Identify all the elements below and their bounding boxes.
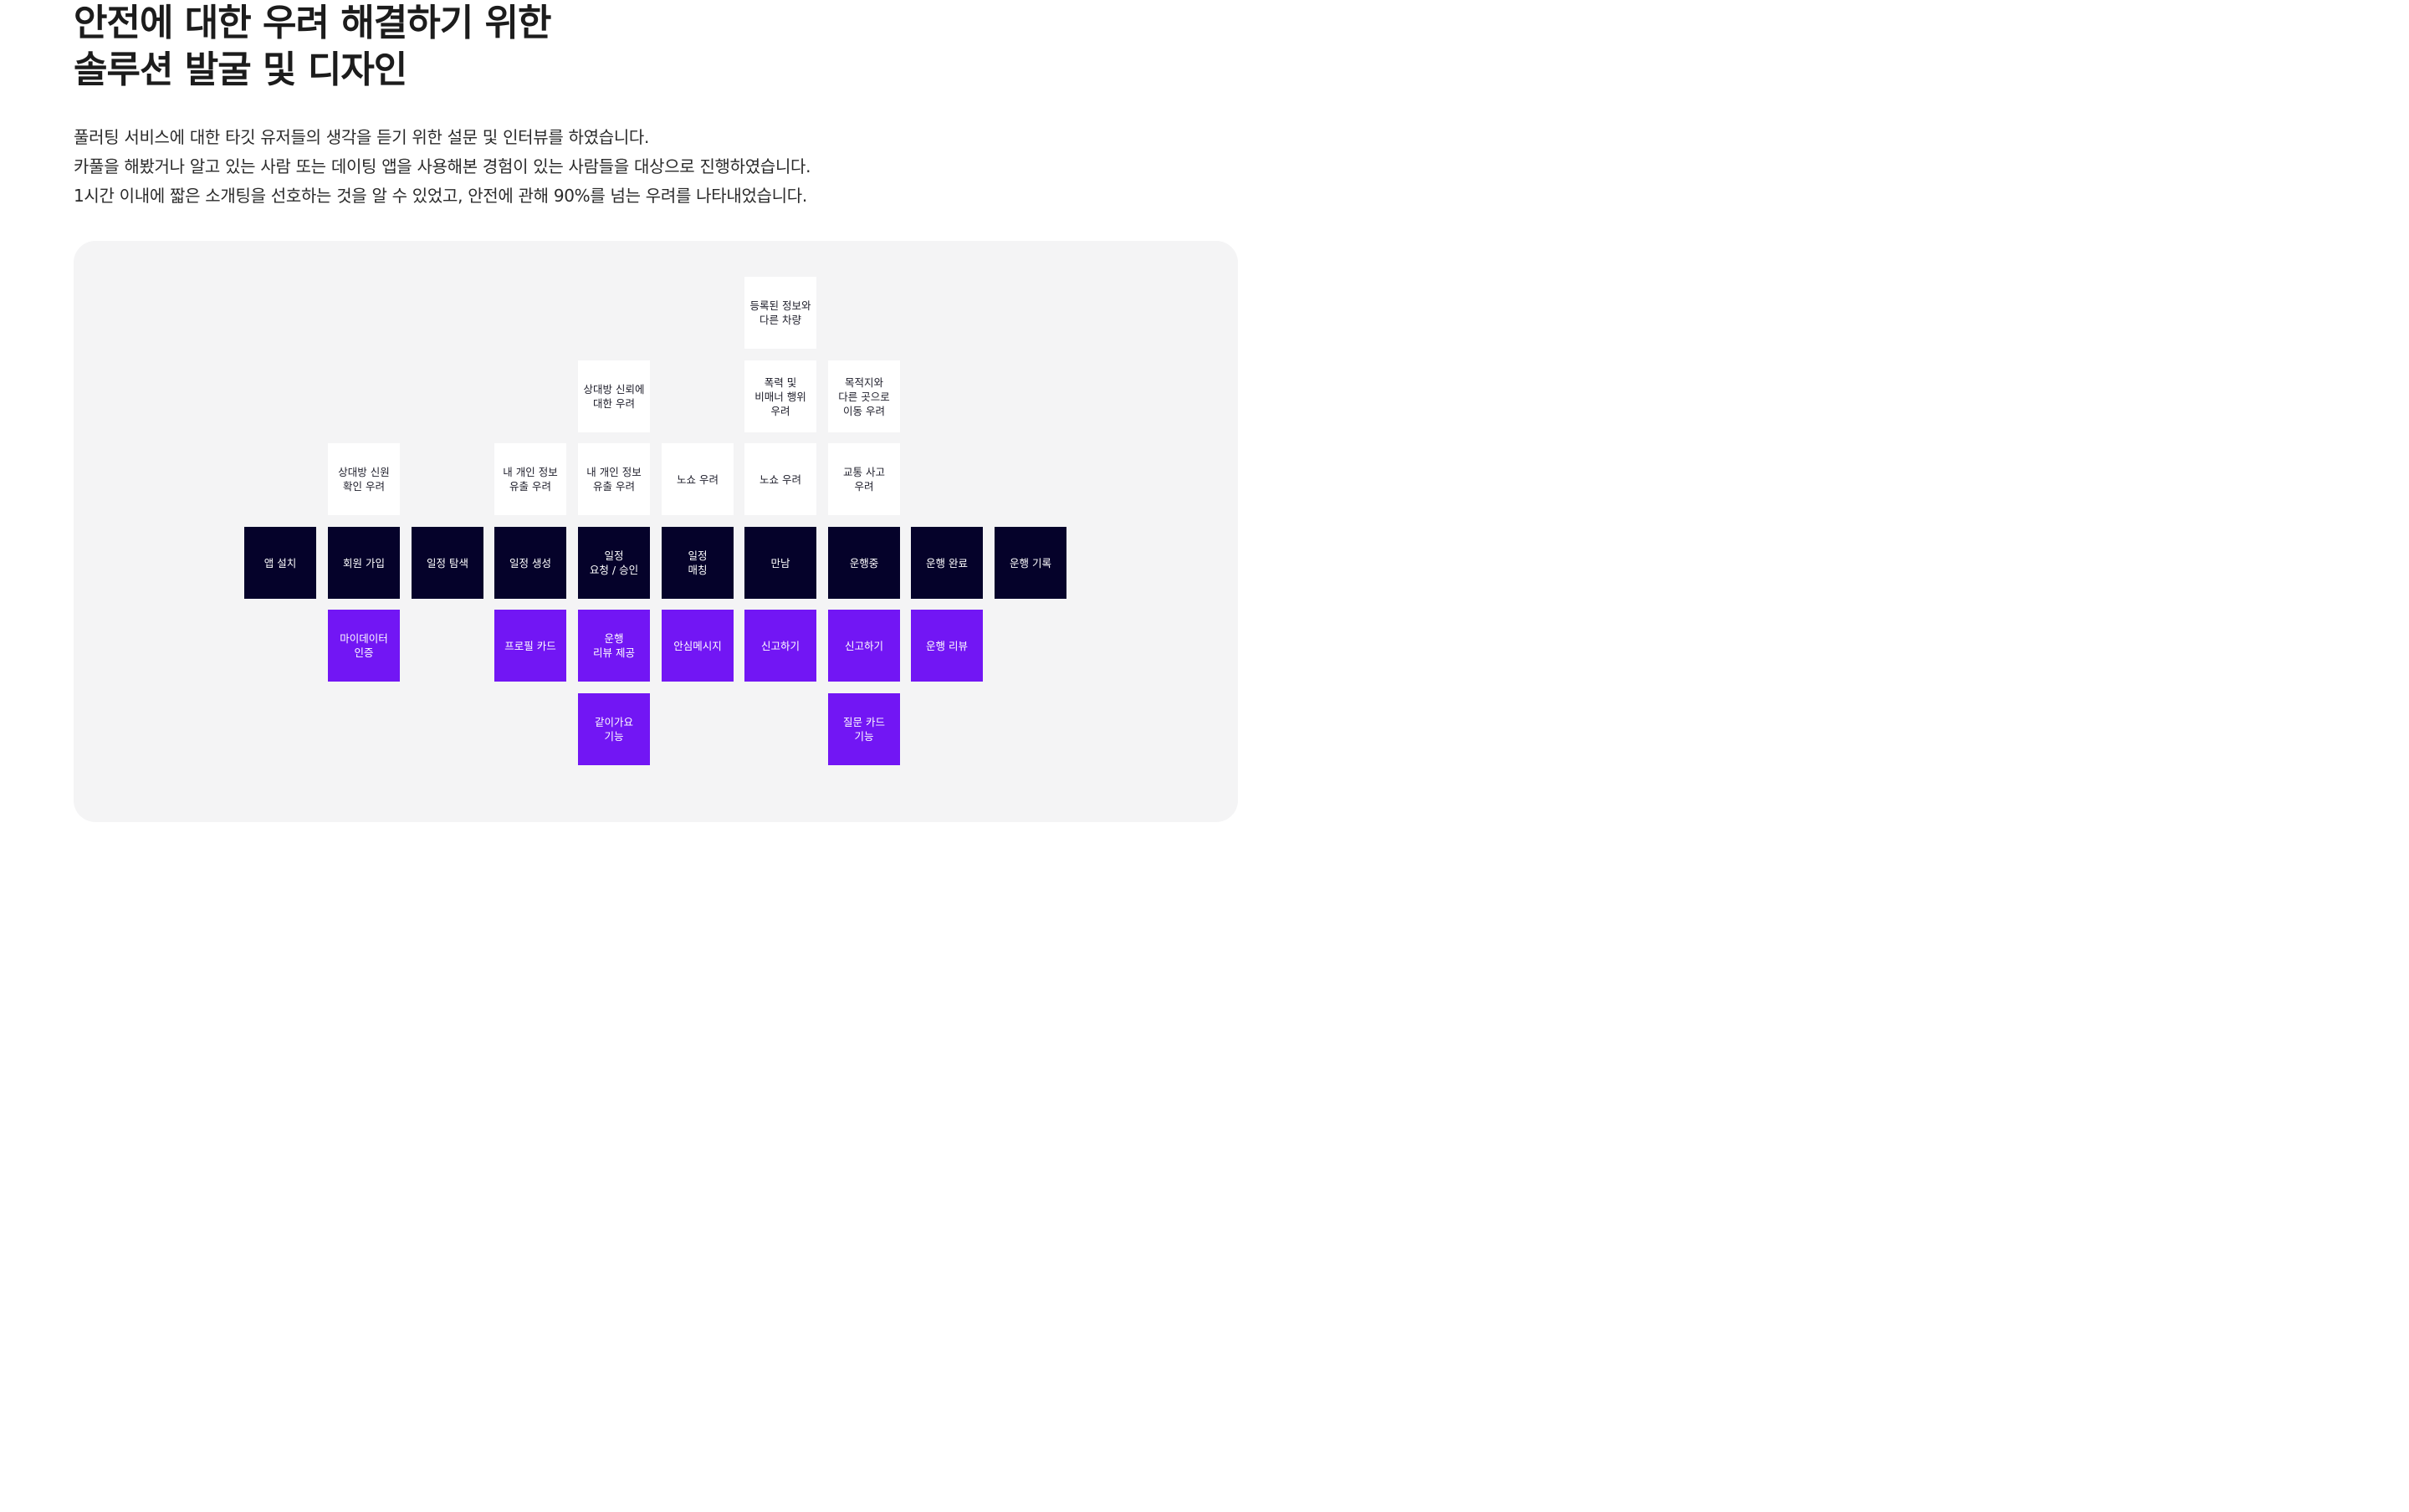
description-line-2: 카풀을 해봤거나 알고 있는 사람 또는 데이팅 앱을 사용해본 경험이 있는 … [74,156,811,176]
step-card-meeting: 만남 [744,527,816,599]
step-card-request-approve: 일정 요청 / 승인 [578,527,650,599]
solution-card-drive-review-2: 운행 리뷰 [911,610,983,682]
concern-card-identity-check: 상대방 신원 확인 우려 [328,443,400,515]
description-line-3: 1시간 이내에 짧은 소개팅을 선호하는 것을 알 수 있었고, 안전에 관해 … [74,186,807,206]
concern-card-no-show: 노쇼 우려 [662,443,734,515]
concern-card-different-vehicle: 등록된 정보와 다른 차량 [744,277,816,349]
step-card-drive-record: 운행 기록 [995,527,1066,599]
solution-card-mydata-auth: 마이데이터 인증 [328,610,400,682]
concern-card-wrong-destination: 목적지와 다른 곳으로 이동 우려 [828,360,900,432]
concern-card-violence: 폭력 및 비매너 행위 우려 [744,360,816,432]
step-card-drive-complete: 운행 완료 [911,527,983,599]
solution-card-question-card: 질문 카드 기능 [828,693,900,765]
description: 풀러팅 서비스에 대한 타깃 유저들의 생각을 듣기 위한 설문 및 인터뷰를 … [74,123,811,211]
concern-card-traffic-accident: 교통 사고 우려 [828,443,900,515]
concern-card-no-show-2: 노쇼 우려 [744,443,816,515]
title-line-2: 솔루션 발굴 및 디자인 [74,49,407,91]
solution-card-drive-review: 운행 리뷰 제공 [578,610,650,682]
step-card-schedule-match: 일정 매칭 [662,527,734,599]
solution-card-report-2: 신고하기 [828,610,900,682]
journey-map-panel: 등록된 정보와 다른 차량 상대방 신뢰에 대한 우려 폭력 및 비매너 행위 … [74,241,1238,822]
solution-card-go-together: 같이가요 기능 [578,693,650,765]
solution-card-profile-card: 프로필 카드 [494,610,566,682]
concern-card-partner-trust: 상대방 신뢰에 대한 우려 [578,360,650,432]
page-title: 안전에 대한 우려 해결하기 위한 솔루션 발굴 및 디자인 [74,0,552,94]
title-line-1: 안전에 대한 우려 해결하기 위한 [74,2,552,44]
step-card-app-install: 앱 설치 [244,527,316,599]
concern-card-privacy-leak: 내 개인 정보 유출 우려 [494,443,566,515]
step-card-schedule-create: 일정 생성 [494,527,566,599]
solution-card-report: 신고하기 [744,610,816,682]
concern-card-privacy-leak-2: 내 개인 정보 유출 우려 [578,443,650,515]
step-card-schedule-browse: 일정 탐색 [412,527,483,599]
description-line-1: 풀러팅 서비스에 대한 타깃 유저들의 생각을 듣기 위한 설문 및 인터뷰를 … [74,127,650,147]
solution-card-safe-message: 안심메시지 [662,610,734,682]
step-card-driving: 운행중 [828,527,900,599]
step-card-sign-up: 회원 가입 [328,527,400,599]
